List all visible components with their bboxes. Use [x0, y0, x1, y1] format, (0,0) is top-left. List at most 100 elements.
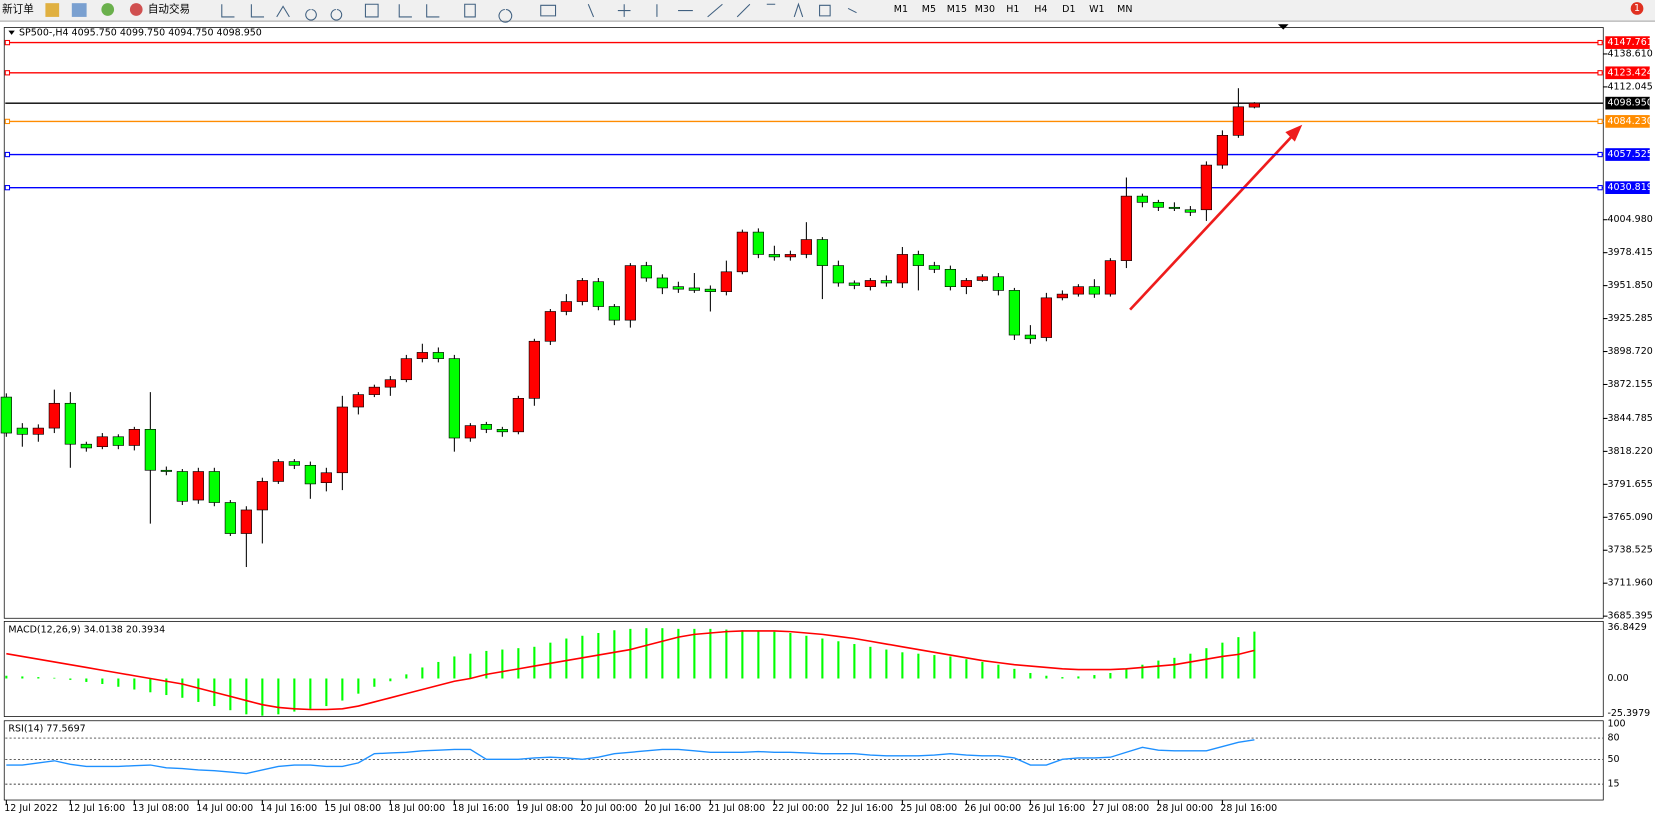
candle-body	[400, 358, 412, 381]
candle-body	[816, 239, 828, 266]
period-button[interactable]: H4	[1034, 4, 1047, 15]
candle-body	[96, 436, 108, 448]
y-tick-label: 3978.415	[1607, 247, 1652, 258]
x-tick-label: 26 Jul 16:00	[1028, 803, 1085, 814]
price-label-box	[1605, 66, 1650, 80]
candle-body	[928, 265, 940, 270]
y-tick-label: 100	[1607, 718, 1625, 729]
line-handle	[4, 118, 11, 125]
candle-body	[128, 429, 140, 446]
y-tick-label: 15	[1607, 779, 1619, 790]
auto-trading-icon[interactable]	[129, 3, 143, 16]
y-tick-label: 3844.785	[1607, 413, 1652, 424]
x-tick-label: 15 Jul 08:00	[324, 803, 381, 814]
candle-body	[512, 398, 524, 433]
candle-body	[208, 471, 220, 503]
candle-body	[288, 461, 300, 466]
candle-body	[880, 280, 892, 284]
period-button[interactable]: MN	[1117, 4, 1132, 15]
y-tick-label: 4112.045	[1607, 81, 1652, 92]
y-tick-label: 3685.395	[1607, 611, 1652, 622]
line-handle	[1597, 118, 1603, 125]
candle-body	[336, 406, 348, 474]
notification-count: 1	[1634, 3, 1640, 14]
period-button[interactable]: M1	[894, 4, 908, 15]
y-tick-label: 3925.285	[1607, 313, 1652, 324]
candle-body	[1216, 135, 1228, 166]
candle-body	[560, 301, 572, 312]
y-tick-label: 36.8429	[1607, 622, 1646, 633]
auto-trading-button[interactable]: 自动交易	[148, 3, 190, 16]
line-handle	[1597, 39, 1603, 46]
x-tick-label: 18 Jul 16:00	[452, 803, 509, 814]
x-tick-label: 14 Jul 16:00	[260, 803, 317, 814]
x-tick-label: 14 Jul 00:00	[196, 803, 253, 814]
x-tick-label: 27 Jul 08:00	[1092, 803, 1149, 814]
icon[interactable]	[71, 3, 87, 17]
candle-body	[576, 280, 588, 302]
icon[interactable]	[45, 3, 60, 17]
candle-body	[1072, 286, 1084, 295]
candle-body	[752, 231, 764, 255]
period-button[interactable]: M30	[975, 4, 995, 15]
y-tick-label: 50	[1607, 754, 1619, 765]
price-label: 4084.230	[1607, 116, 1652, 127]
x-tick-label: 21 Jul 08:00	[708, 803, 765, 814]
period-button[interactable]: W1	[1089, 4, 1104, 15]
candle-body	[448, 358, 460, 439]
candle-body	[80, 443, 92, 449]
price-label: 4030.819	[1607, 182, 1652, 193]
period-button[interactable]: H1	[1006, 4, 1019, 15]
candle-body	[720, 271, 732, 292]
x-tick-label: 13 Jul 08:00	[132, 803, 189, 814]
new-order-button[interactable]: 新订单	[2, 3, 34, 16]
candle-body	[528, 340, 540, 399]
x-tick-label: 12 Jul 2022	[4, 803, 58, 814]
price-label: 4147.761	[1607, 37, 1652, 48]
line-handle	[4, 151, 11, 158]
y-tick-label: 80	[1607, 733, 1619, 744]
x-tick-label: 28 Jul 00:00	[1156, 803, 1213, 814]
rsi-title: RSI(14) 77.5697	[8, 724, 85, 735]
candle-body	[224, 502, 236, 534]
candle-body	[1248, 102, 1260, 108]
candle-body	[192, 471, 204, 501]
x-tick-label: 28 Jul 16:00	[1220, 803, 1277, 814]
price-label-box	[1605, 148, 1650, 161]
y-tick-label: 3818.220	[1607, 446, 1652, 457]
period-button[interactable]: D1	[1062, 4, 1075, 15]
collapse-marker	[8, 30, 15, 35]
candle-body	[688, 287, 700, 291]
macd-title: MACD(12,26,9) 34.0138 20.3934	[8, 624, 165, 635]
price-label-box	[1605, 115, 1650, 128]
toolbar-icons	[221, 2, 857, 23]
candle-body	[800, 239, 812, 255]
candle-body	[112, 436, 124, 446]
candle-body	[32, 427, 44, 435]
candle-body	[624, 265, 636, 321]
price-label-box	[1605, 96, 1650, 110]
period-button[interactable]: M15	[947, 4, 967, 15]
chart-title: SP500-,H4 4095.750 4099.750 4094.750 409…	[19, 27, 262, 38]
candle-body	[496, 429, 508, 433]
icon[interactable]	[101, 3, 115, 16]
x-tick-label: 25 Jul 08:00	[900, 803, 957, 814]
candle-body	[768, 254, 780, 258]
y-tick-label: 3898.720	[1607, 346, 1652, 357]
candle-body	[848, 282, 860, 286]
candle-body	[16, 427, 28, 435]
y-tick-label: 0.00	[1607, 673, 1628, 684]
candle-body	[368, 386, 380, 395]
line-handle	[1597, 185, 1603, 191]
notification-badge[interactable]	[1630, 2, 1644, 15]
candle-body	[320, 472, 332, 483]
candle-body	[1088, 286, 1100, 295]
y-tick-label: 3738.525	[1607, 545, 1652, 556]
x-tick-label: 22 Jul 00:00	[772, 803, 829, 814]
line-handle	[4, 70, 11, 76]
macd-signal	[6, 630, 1255, 711]
candle-body	[544, 311, 556, 342]
line-handle	[1597, 70, 1603, 76]
period-button[interactable]: M5	[922, 4, 936, 15]
